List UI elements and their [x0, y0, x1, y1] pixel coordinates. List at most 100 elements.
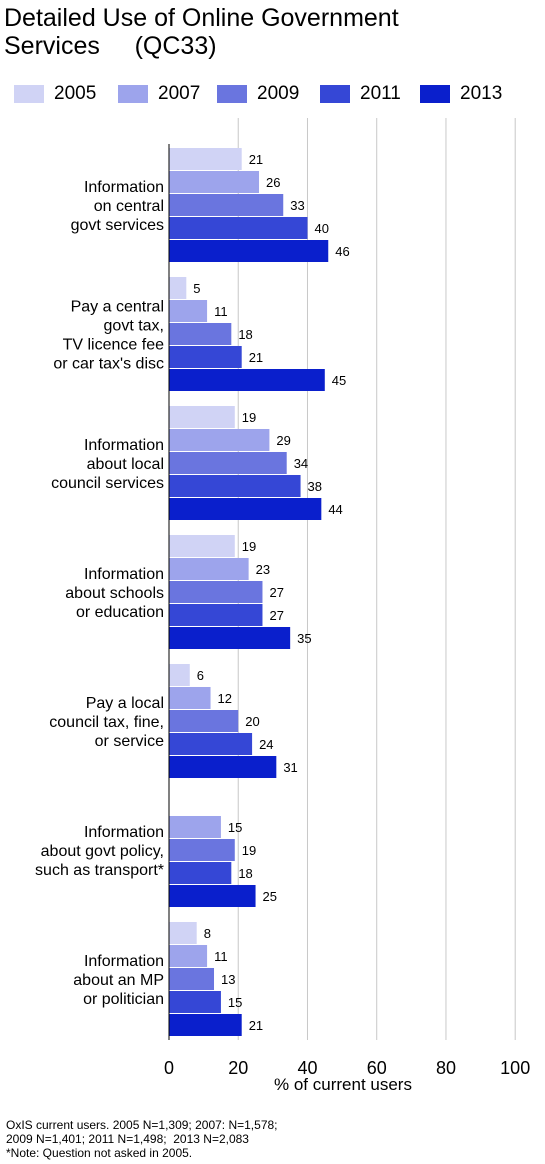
- bar-2007-cat2: [169, 300, 208, 322]
- data-label-2005-cat7: 8: [204, 926, 211, 941]
- bar-2009-cat2: [169, 323, 232, 345]
- category-label-2-line-2: govt tax,: [104, 318, 164, 335]
- data-label-2009-cat4: 27: [269, 585, 283, 600]
- category-label-2-line-1: Pay a central: [71, 299, 164, 316]
- category-label-3-line-1: Information: [84, 437, 164, 454]
- category-label-1-line-3: govt services: [71, 217, 164, 234]
- category-label-3-line-2: about local: [87, 456, 164, 473]
- bar-2005-cat3: [169, 406, 235, 428]
- bar-2013-cat3: [169, 498, 322, 520]
- bar-2009-cat5: [169, 710, 239, 732]
- chart-title-line-1: Detailed Use of Online Government: [4, 4, 399, 32]
- category-label-2-line-3: TV licence fee: [63, 337, 164, 354]
- bar-2013-cat6: [169, 885, 256, 907]
- data-label-2005-cat1: 21: [249, 152, 263, 167]
- x-tick-label-100: 100: [500, 1058, 530, 1078]
- bar-2013-cat2: [169, 369, 325, 391]
- bar-2009-cat7: [169, 968, 215, 990]
- legend-swatch-2005: [14, 85, 44, 103]
- bar-2011-cat2: [169, 346, 242, 368]
- data-label-2011-cat2: 21: [249, 350, 263, 365]
- data-label-2009-cat5: 20: [245, 714, 259, 729]
- data-label-2009-cat2: 18: [238, 327, 252, 342]
- data-label-2007-cat4: 23: [256, 562, 270, 577]
- legend-label-2011: 2011: [360, 83, 401, 104]
- bar-2009-cat4: [169, 581, 263, 603]
- data-label-2007-cat5: 12: [218, 691, 232, 706]
- x-axis-title: % of current users: [274, 1075, 412, 1094]
- category-label-2-line-4: or car tax's disc: [53, 356, 164, 373]
- data-label-2005-cat4: 19: [242, 539, 256, 554]
- legend-label-2005: 2005: [54, 83, 97, 104]
- bar-2013-cat5: [169, 756, 277, 778]
- footnote-line-3: *Note: Question not asked in 2005.: [6, 1146, 193, 1160]
- category-label-1-line-1: Information: [84, 179, 164, 196]
- data-label-2009-cat3: 34: [294, 456, 308, 471]
- category-label-1-line-2: on central: [94, 198, 164, 215]
- x-tick-label-60: 60: [367, 1058, 387, 1078]
- bar-2009-cat6: [169, 839, 235, 861]
- data-label-2013-cat7: 21: [249, 1018, 263, 1033]
- category-label-7-line-3: or politician: [83, 991, 164, 1008]
- bar-2009-cat1: [169, 194, 284, 216]
- data-label-2011-cat5: 24: [259, 737, 273, 752]
- legend-swatch-2007: [118, 85, 148, 103]
- x-tick-label-80: 80: [436, 1058, 456, 1078]
- category-label-4-line-3: or education: [76, 604, 164, 621]
- category-label-6-line-3: such as transport*: [35, 862, 164, 879]
- data-label-2005-cat5: 6: [197, 668, 204, 683]
- bar-2005-cat5: [169, 664, 190, 686]
- category-label-7-line-1: Information: [84, 953, 164, 970]
- x-tick-label-0: 0: [164, 1058, 174, 1078]
- bar-2011-cat5: [169, 733, 253, 755]
- data-label-2013-cat2: 45: [332, 373, 346, 388]
- bar-2011-cat1: [169, 217, 308, 239]
- bar-2005-cat2: [169, 277, 187, 299]
- bar-2007-cat3: [169, 429, 270, 451]
- data-label-2013-cat6: 25: [263, 889, 277, 904]
- chart-title: Detailed Use of Online Government Servic…: [4, 4, 399, 60]
- bar-2007-cat1: [169, 171, 260, 193]
- data-label-2011-cat7: 15: [228, 995, 242, 1010]
- footnote-line-2: 2009 N=1,401; 2011 N=1,498; 2013 N=2,083: [6, 1132, 249, 1146]
- bar-2011-cat3: [169, 475, 301, 497]
- bar-2005-cat4: [169, 535, 235, 557]
- data-label-2007-cat6: 15: [228, 820, 242, 835]
- x-tick-label-20: 20: [228, 1058, 248, 1078]
- category-label-5-line-2: council tax, fine,: [49, 714, 164, 731]
- data-label-2009-cat7: 13: [221, 972, 235, 987]
- data-label-2011-cat6: 18: [238, 866, 252, 881]
- category-label-6-line-2: about govt policy,: [41, 843, 164, 860]
- legend-label-2013: 2013: [460, 83, 503, 104]
- bar-2013-cat7: [169, 1014, 242, 1036]
- bar-2011-cat4: [169, 604, 263, 626]
- data-label-2007-cat3: 29: [276, 433, 290, 448]
- data-label-2005-cat2: 5: [193, 281, 200, 296]
- bar-2007-cat5: [169, 687, 211, 709]
- category-label-6-line-1: Information: [84, 824, 164, 841]
- data-label-2013-cat5: 31: [283, 760, 297, 775]
- data-label-2005-cat3: 19: [242, 410, 256, 425]
- bar-2013-cat4: [169, 627, 291, 649]
- legend-swatch-2009: [217, 85, 247, 103]
- category-label-5-line-1: Pay a local: [86, 695, 164, 712]
- category-label-4-line-1: Information: [84, 566, 164, 583]
- category-label-3-line-3: council services: [51, 475, 164, 492]
- data-label-2007-cat1: 26: [266, 175, 280, 190]
- bar-2009-cat3: [169, 452, 287, 474]
- data-label-2007-cat7: 11: [214, 949, 228, 964]
- data-label-2011-cat4: 27: [269, 608, 283, 623]
- bar-2011-cat6: [169, 862, 232, 884]
- category-label-4-line-2: about schools: [65, 585, 164, 602]
- data-label-2013-cat4: 35: [297, 631, 311, 646]
- bar-2005-cat7: [169, 922, 197, 944]
- data-label-2009-cat6: 19: [242, 843, 256, 858]
- footnote: OxIS current users. 2005 N=1,309; 2007: …: [6, 1118, 536, 1160]
- data-label-2013-cat1: 46: [335, 244, 349, 259]
- category-label-5-line-3: or service: [95, 733, 164, 750]
- data-label-2009-cat1: 33: [290, 198, 304, 213]
- bar-2007-cat6: [169, 816, 221, 838]
- legend-label-2007: 2007: [158, 83, 201, 104]
- bar-2011-cat7: [169, 991, 221, 1013]
